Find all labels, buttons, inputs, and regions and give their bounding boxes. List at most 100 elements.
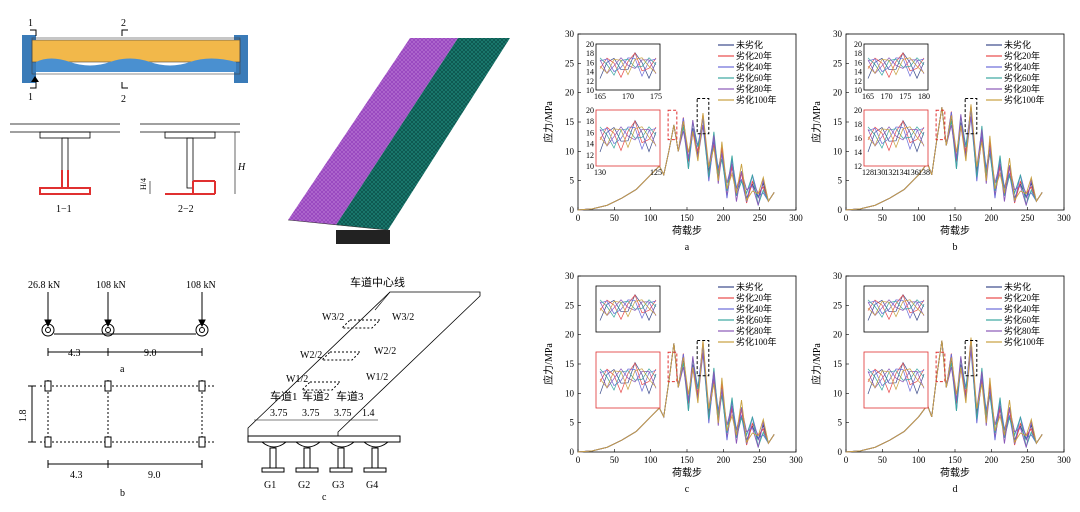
inset-y-tick-label: 10: [586, 86, 594, 95]
inset-series-6: [599, 57, 657, 76]
inset-y-tick-label: 16: [854, 58, 862, 67]
legend-label: 劣化100年: [1004, 94, 1045, 105]
inset-series-5: [867, 368, 925, 389]
lane-dashes: [300, 319, 382, 391]
inset-x-tick-label: 175: [650, 92, 662, 101]
x-tick-label: 250: [1021, 455, 1035, 465]
x-tick-label: 300: [789, 455, 803, 465]
x-tick-label: 300: [1057, 455, 1071, 465]
legend-label: 劣化100年: [736, 94, 777, 105]
y-tick-label: 10: [565, 146, 575, 156]
inset-x-tick-label: 175: [899, 92, 911, 101]
centerline-pointer: [374, 291, 391, 311]
y-tick-label: 25: [565, 58, 575, 68]
inset-y-tick-label: 20: [586, 40, 594, 49]
girder-g2: G2: [298, 480, 310, 491]
y-tick-label: 15: [833, 117, 843, 127]
series-line-6: [845, 337, 1043, 453]
inset-y-tick-label: 14: [854, 148, 862, 157]
inset-series-3: [599, 299, 657, 319]
inset-x-tick-label: 130: [594, 168, 606, 177]
inset-series-6: [867, 126, 925, 149]
inset-y-tick-label: 12: [586, 151, 594, 160]
inset-series-1: [867, 51, 925, 80]
inset-y-tick-label: 10: [586, 162, 594, 171]
girder-section: [247, 435, 401, 473]
legend-label: 劣化80年: [1004, 325, 1040, 336]
y-tick-label: 10: [833, 146, 843, 156]
lane-2: 车道2: [302, 389, 330, 403]
inset-series-1: [599, 119, 657, 153]
chart-caption: a: [685, 242, 690, 253]
inset-top: [863, 285, 929, 333]
inset-x-tick-label: 170: [881, 92, 893, 101]
width-2: 3.75: [302, 408, 320, 419]
inset-y-tick-label: 20: [586, 106, 594, 115]
section-diagram: 1 1 2 2 1−1 H/4 H 2−2: [10, 18, 248, 215]
x-tick-label: 200: [717, 213, 731, 223]
deck-mesh-main: [336, 38, 510, 230]
x-tick-label: 300: [789, 213, 803, 223]
x-tick-label: 250: [753, 213, 767, 223]
inset-y-tick-label: 12: [854, 77, 862, 86]
inset-series-6: [867, 57, 925, 76]
y-tick-label: 0: [570, 447, 575, 457]
y-tick-label: 0: [838, 205, 843, 215]
legend-label: 未劣化: [1004, 281, 1031, 292]
legend-label: 未劣化: [736, 281, 763, 292]
chart-d: 0 50 100 150 200 250 300 0 5 10 15 20 25 30 荷载步 应力/MPa d…: [810, 271, 1071, 495]
y-tick-label: 5: [838, 176, 843, 186]
section-mark-2-top: 2: [121, 18, 126, 29]
w2-right: W2/2: [374, 346, 396, 357]
inset-y-tick-label: 16: [854, 134, 862, 143]
inset-series-6: [599, 368, 657, 391]
x-tick-label: 250: [753, 455, 767, 465]
x-tick-label: 200: [717, 455, 731, 465]
x-tick-label: 300: [1057, 213, 1071, 223]
series-line-6: [845, 104, 1043, 211]
y-axis-label: 应力/MPa: [542, 101, 555, 143]
series-line-6: [577, 340, 775, 453]
caption-c: c: [322, 492, 327, 503]
inset-series-5: [867, 126, 925, 147]
girder-ends: [336, 230, 390, 244]
legend-label: 劣化20年: [1004, 50, 1040, 61]
y-axis-label: 应力/MPa: [810, 343, 823, 385]
legend-label: 未劣化: [736, 39, 763, 50]
inset-series-5: [599, 57, 657, 75]
inset-y-tick-label: 14: [586, 140, 594, 149]
inset-series-5: [867, 299, 925, 317]
x-axis-label: 荷载步: [940, 225, 970, 237]
y-tick-label: 25: [565, 300, 575, 310]
inset-x-tick-label: 130: [873, 168, 885, 177]
caption-a: a: [120, 364, 125, 375]
x-tick-label: 0: [844, 213, 849, 223]
inset-y-tick-label: 18: [854, 120, 862, 129]
inset-y-tick-label: 12: [586, 77, 594, 86]
y-tick-label: 5: [570, 418, 575, 428]
load-diagram: 26.8 kN 108 kN 108 kN 4.3 9.0 a 1.8 4.3: [18, 280, 216, 499]
inset-series-2: [867, 294, 925, 321]
inset-series-5: [867, 57, 925, 75]
inset-y-tick-label: 18: [586, 49, 594, 58]
inset-y-tick-label: 16: [586, 58, 594, 67]
y-tick-label: 10: [833, 388, 843, 398]
inset-y-tick-label: 14: [854, 68, 862, 77]
inset-y-tick-label: 20: [854, 40, 862, 49]
highlight-box-red: [935, 351, 946, 383]
inset-bottom: 130 125 10 12 14 16 18 20: [586, 106, 662, 177]
x-axis-label: 荷载步: [672, 225, 702, 237]
inset-series-3: [867, 299, 925, 319]
load-label-3: 108 kN: [186, 280, 216, 291]
width-3: 3.75: [334, 408, 352, 419]
inset-series-6: [867, 368, 925, 391]
w2-left: W2/2: [300, 350, 322, 361]
width-4: 1.4: [362, 408, 375, 419]
spacing-b-1: 4.3: [70, 470, 83, 481]
x-tick-label: 150: [680, 455, 694, 465]
x-axis-label: 荷载步: [940, 467, 970, 479]
x-tick-label: 0: [576, 213, 581, 223]
x-tick-label: 200: [985, 213, 999, 223]
legend-label: 劣化60年: [736, 72, 772, 83]
